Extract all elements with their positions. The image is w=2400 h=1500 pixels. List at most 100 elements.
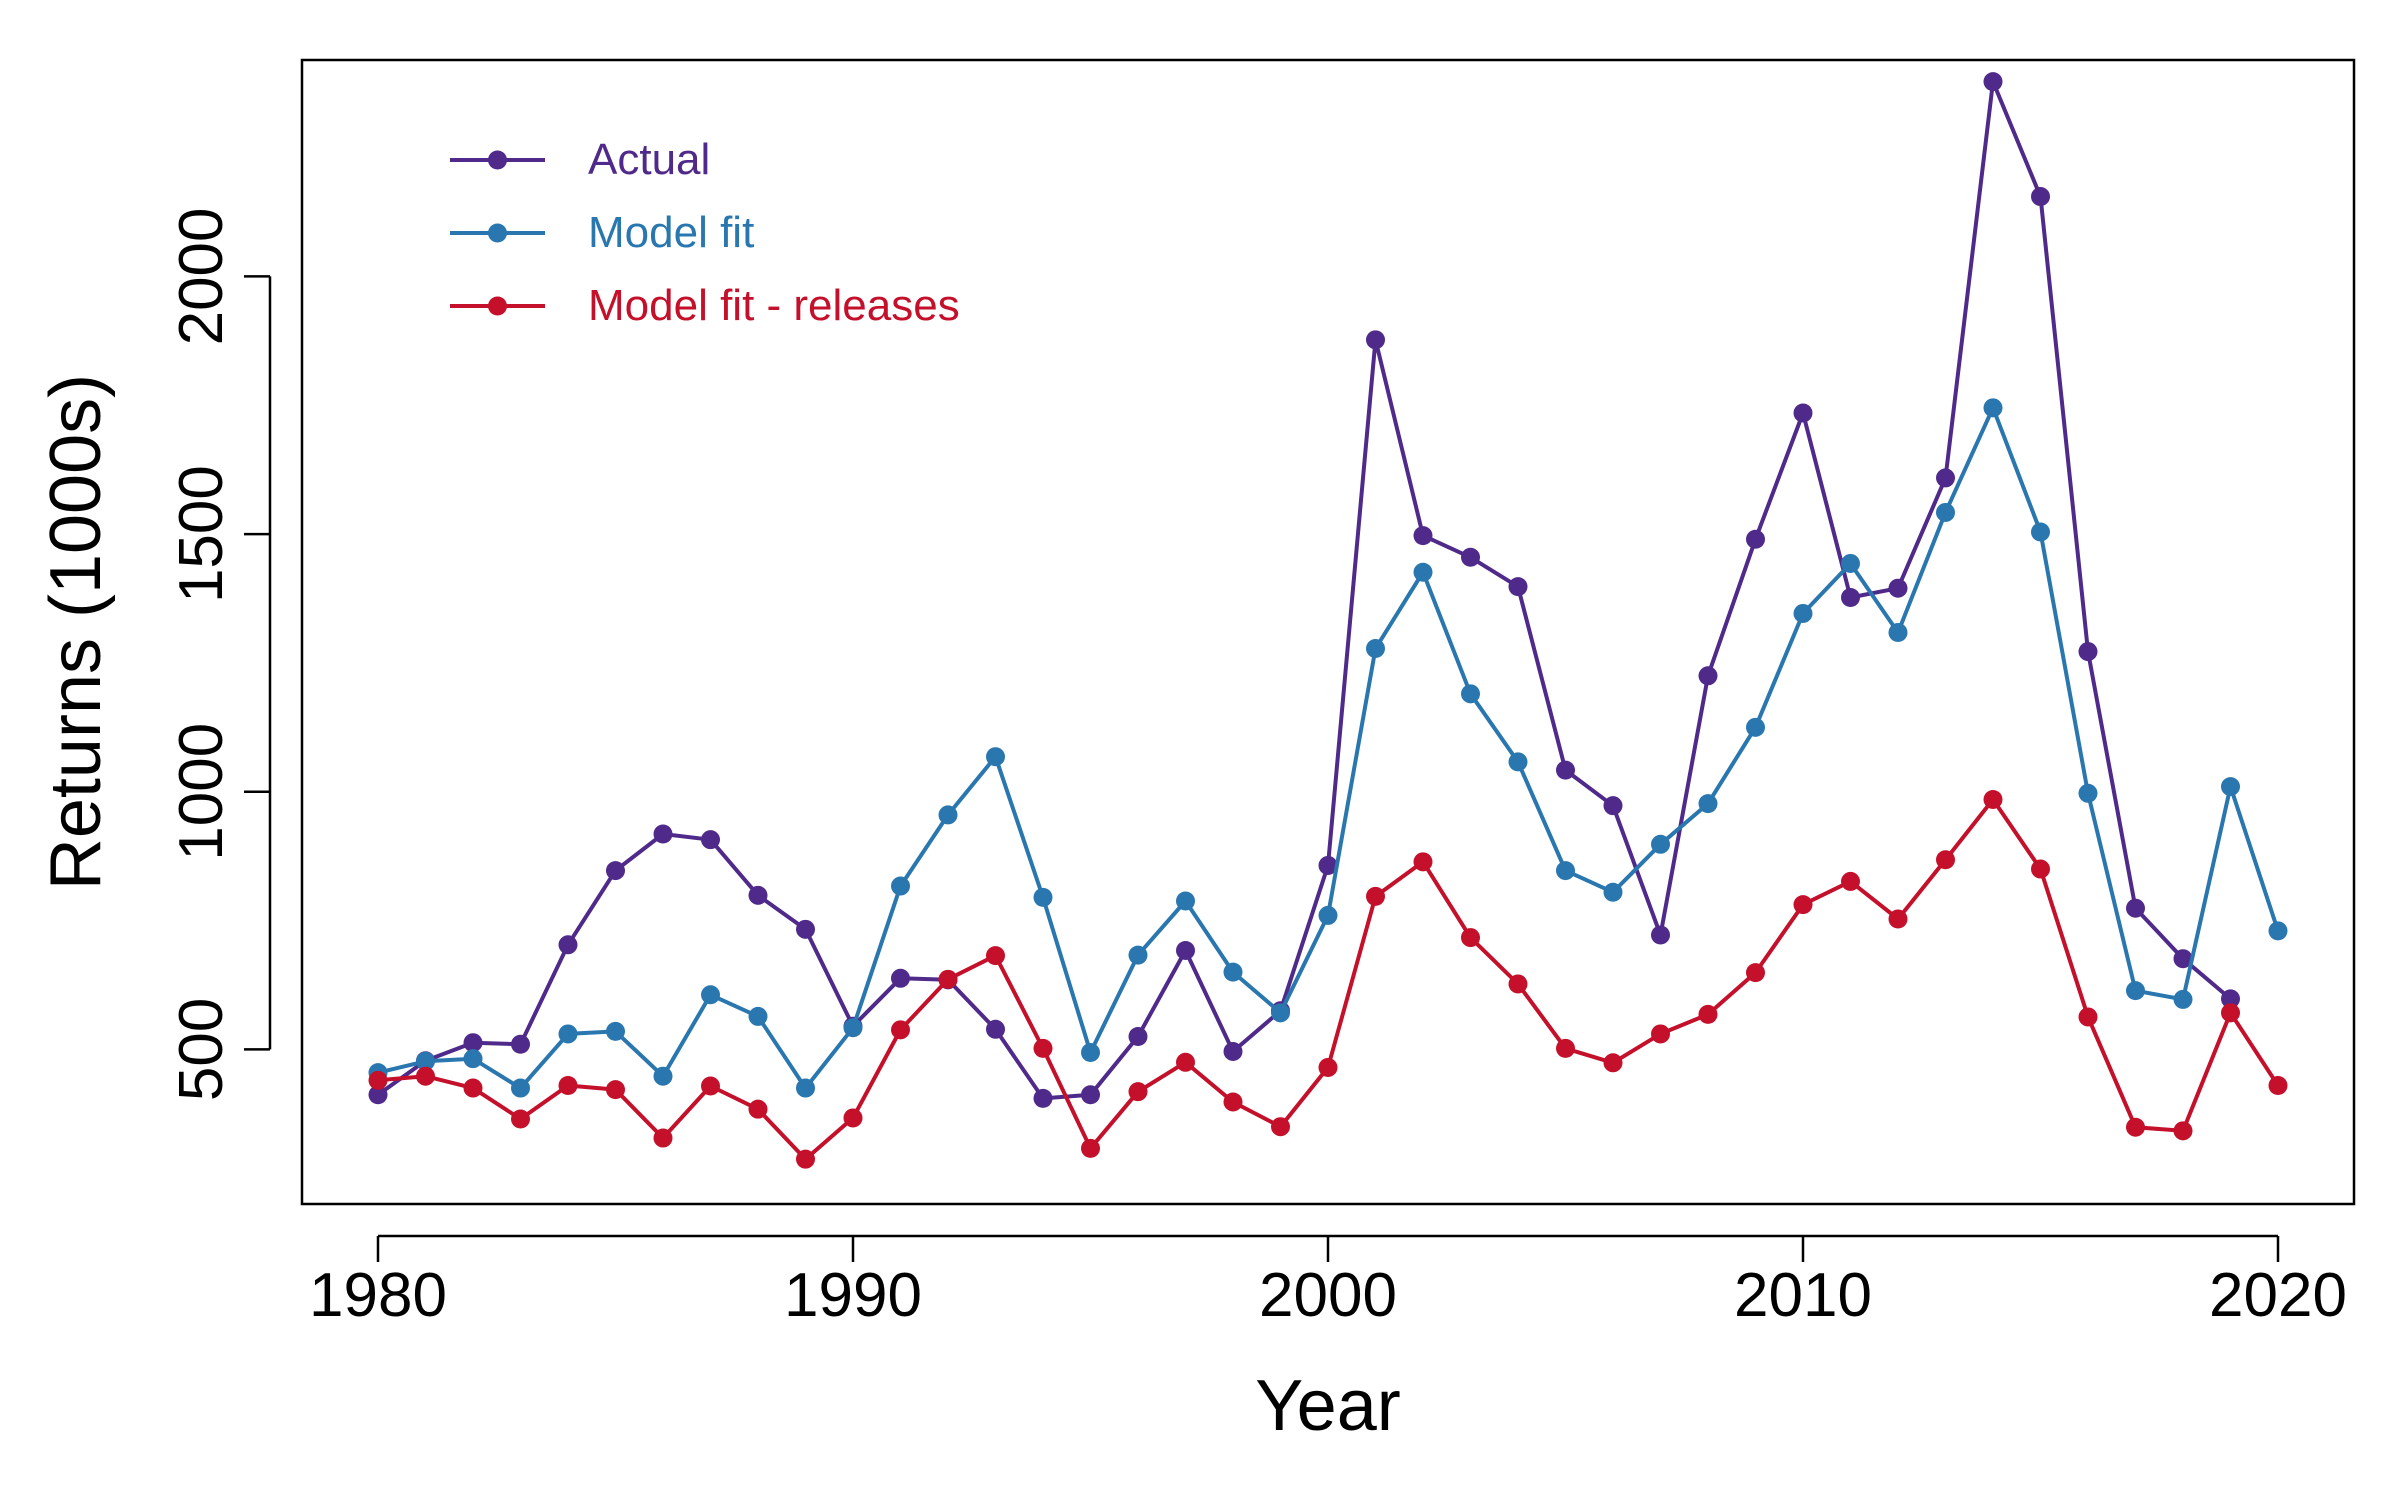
data-point [1603, 882, 1623, 902]
data-point [1603, 796, 1623, 816]
legend-marker [488, 223, 507, 243]
data-point [1556, 760, 1575, 780]
x-tick-label: 1980 [309, 1261, 447, 1330]
data-point [2078, 642, 2098, 662]
data-point [1651, 925, 1670, 945]
data-point [2031, 187, 2050, 207]
data-point [511, 1078, 530, 1098]
data-point [1081, 1042, 1100, 1062]
y-axis-label: Returns (1000s) [36, 374, 116, 890]
data-point [1698, 1004, 1718, 1024]
data-point [1556, 1038, 1575, 1058]
legend-marker [488, 150, 507, 170]
data-point [558, 935, 578, 955]
data-point [796, 1078, 815, 1098]
data-point [1936, 502, 1955, 522]
data-point [1983, 398, 2003, 418]
data-point [1603, 1053, 1623, 1073]
data-point [1366, 886, 1385, 906]
data-point [1841, 871, 1860, 891]
data-point [1651, 834, 1670, 854]
data-point [368, 1070, 388, 1090]
data-point [2221, 989, 2240, 1009]
data-point [653, 1128, 673, 1148]
data-point [1033, 887, 1053, 907]
data-point [511, 1034, 530, 1054]
data-point [701, 1076, 720, 1096]
data-point [1936, 468, 1955, 488]
legend-label: Model fit [588, 208, 754, 257]
data-point [938, 969, 958, 989]
data-point [1841, 587, 1860, 607]
data-point [796, 919, 815, 939]
data-point [558, 1075, 578, 1095]
data-point [1128, 945, 1148, 965]
data-point [2126, 1117, 2145, 1137]
data-point [1033, 1088, 1053, 1108]
data-point [986, 1019, 1005, 1039]
data-point [1936, 850, 1955, 870]
data-point [1746, 529, 1765, 549]
legend-label: Actual [588, 135, 710, 184]
data-point [416, 1066, 435, 1086]
data-point [2221, 1003, 2240, 1023]
data-point [2031, 522, 2050, 542]
data-point [1318, 855, 1338, 875]
data-point [1651, 1024, 1670, 1044]
data-point [368, 1085, 388, 1105]
data-point [2173, 989, 2193, 1009]
data-point [2031, 859, 2050, 879]
data-point [2126, 898, 2145, 918]
data-point [701, 985, 720, 1005]
legend: Actual Model fit Model fit - releases [450, 135, 960, 330]
data-point [511, 1109, 530, 1129]
x-tick-label: 1990 [784, 1261, 922, 1330]
data-point [1461, 928, 1480, 948]
data-point [1508, 752, 1528, 772]
data-point [606, 1080, 625, 1100]
x-tick-label: 2000 [1259, 1261, 1397, 1330]
data-point [1793, 403, 1813, 423]
data-point [558, 1024, 578, 1044]
x-tick-label: 2010 [1734, 1261, 1872, 1330]
data-point [2078, 783, 2098, 803]
data-point [1983, 789, 2003, 809]
data-point [1223, 962, 1243, 982]
series-line [376, 79, 2232, 1101]
data-point [1413, 562, 1433, 582]
data-point [606, 861, 625, 881]
data-point [1318, 905, 1338, 925]
data-point [748, 885, 768, 905]
data-point [1128, 1027, 1148, 1047]
data-point [1271, 1117, 1290, 1137]
data-point [986, 946, 1005, 966]
y-axis: 500 1000 1500 2000 [167, 207, 272, 1101]
data-point [1413, 852, 1433, 872]
data-point [1081, 1138, 1100, 1158]
data-point [1318, 1057, 1338, 1077]
series-2 [368, 789, 2288, 1169]
data-point [1556, 861, 1575, 881]
data-point [891, 968, 910, 988]
data-point [748, 1099, 768, 1119]
data-point [2173, 949, 2193, 969]
data-point [1983, 72, 2003, 92]
data-point [796, 1149, 815, 1169]
data-point [701, 830, 720, 850]
data-point [653, 1066, 673, 1086]
data-point [463, 1033, 483, 1053]
data-point [2078, 1007, 2098, 1027]
data-point [748, 1006, 768, 1026]
data-point [1746, 963, 1765, 983]
data-point [1841, 553, 1860, 573]
data-point [1128, 1082, 1148, 1102]
x-axis-label: Year [1255, 1366, 1400, 1446]
series-line [377, 405, 2280, 1091]
legend-marker [488, 296, 507, 316]
series-0 [368, 72, 2240, 1108]
data-point [463, 1078, 483, 1098]
data-point [1746, 717, 1765, 737]
data-point [1508, 974, 1528, 994]
data-point [463, 1049, 483, 1069]
